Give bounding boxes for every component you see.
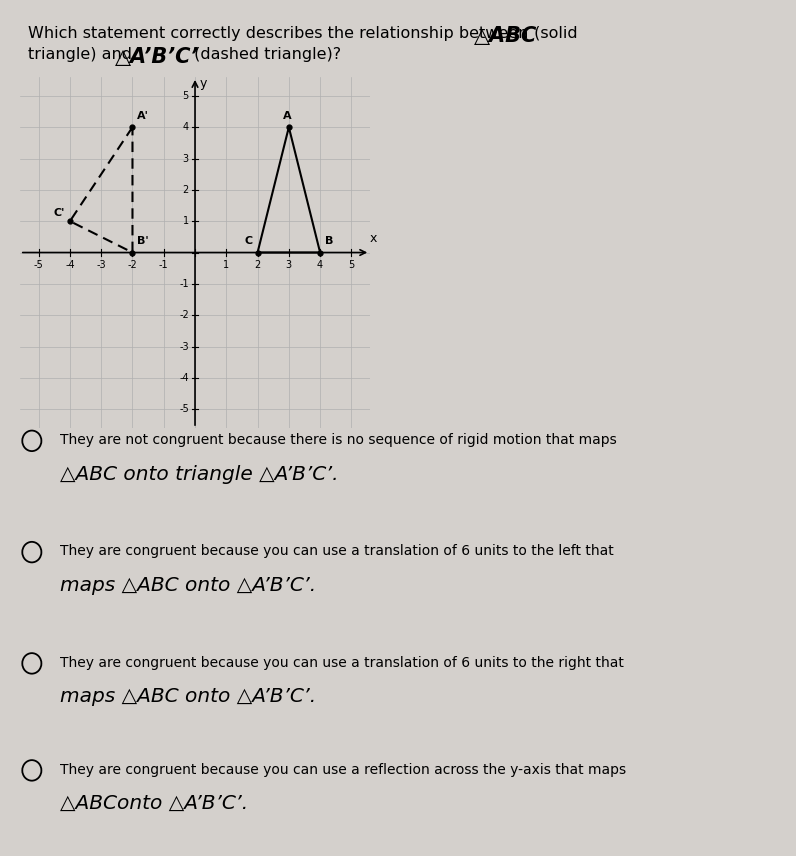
Text: -2: -2 bbox=[179, 310, 189, 320]
Text: They are congruent because you can use a translation of 6 units to the right tha: They are congruent because you can use a… bbox=[60, 656, 623, 669]
Text: A: A bbox=[283, 111, 291, 121]
Text: 1: 1 bbox=[182, 217, 189, 226]
Text: -3: -3 bbox=[96, 260, 106, 270]
Text: B': B' bbox=[137, 236, 149, 247]
Text: 2: 2 bbox=[182, 185, 189, 195]
Text: B: B bbox=[325, 236, 334, 247]
Text: Which statement correctly describes the relationship between: Which statement correctly describes the … bbox=[28, 26, 533, 41]
Text: -1: -1 bbox=[159, 260, 169, 270]
Text: -3: -3 bbox=[179, 342, 189, 352]
Text: 1: 1 bbox=[223, 260, 229, 270]
Text: C: C bbox=[244, 236, 253, 247]
Text: -5: -5 bbox=[33, 260, 44, 270]
Text: 4: 4 bbox=[317, 260, 323, 270]
Text: They are not congruent because there is no sequence of rigid motion that maps: They are not congruent because there is … bbox=[60, 433, 616, 447]
Text: △ABConto △A’B’C’.: △ABConto △A’B’C’. bbox=[60, 794, 248, 813]
Text: y: y bbox=[200, 77, 207, 90]
Text: triangle) and: triangle) and bbox=[28, 47, 137, 62]
Text: 5: 5 bbox=[349, 260, 354, 270]
Text: 5: 5 bbox=[182, 91, 189, 101]
Text: They are congruent because you can use a reflection across the y-axis that maps: They are congruent because you can use a… bbox=[60, 763, 626, 776]
Text: x: x bbox=[370, 232, 377, 245]
Text: △ABC onto triangle △A’B’C’.: △ABC onto triangle △A’B’C’. bbox=[60, 465, 338, 484]
Text: 3: 3 bbox=[286, 260, 292, 270]
Text: (solid: (solid bbox=[529, 26, 578, 41]
Text: A': A' bbox=[137, 111, 149, 121]
Text: △ABC: △ABC bbox=[474, 26, 537, 45]
Text: maps △ABC onto △A’B’C’.: maps △ABC onto △A’B’C’. bbox=[60, 576, 316, 595]
Text: 2: 2 bbox=[255, 260, 260, 270]
Text: -1: -1 bbox=[179, 279, 189, 288]
Text: maps △ABC onto △A’B’C’.: maps △ABC onto △A’B’C’. bbox=[60, 687, 316, 706]
Text: (dashed triangle)?: (dashed triangle)? bbox=[189, 47, 341, 62]
Text: △A’B’C’: △A’B’C’ bbox=[115, 47, 200, 67]
Text: -2: -2 bbox=[127, 260, 138, 270]
Text: They are congruent because you can use a translation of 6 units to the left that: They are congruent because you can use a… bbox=[60, 544, 614, 558]
Text: 3: 3 bbox=[182, 153, 189, 163]
Text: 4: 4 bbox=[182, 122, 189, 132]
Text: -4: -4 bbox=[65, 260, 75, 270]
Text: C': C' bbox=[54, 208, 65, 218]
Text: -5: -5 bbox=[179, 404, 189, 414]
Text: -4: -4 bbox=[179, 373, 189, 383]
